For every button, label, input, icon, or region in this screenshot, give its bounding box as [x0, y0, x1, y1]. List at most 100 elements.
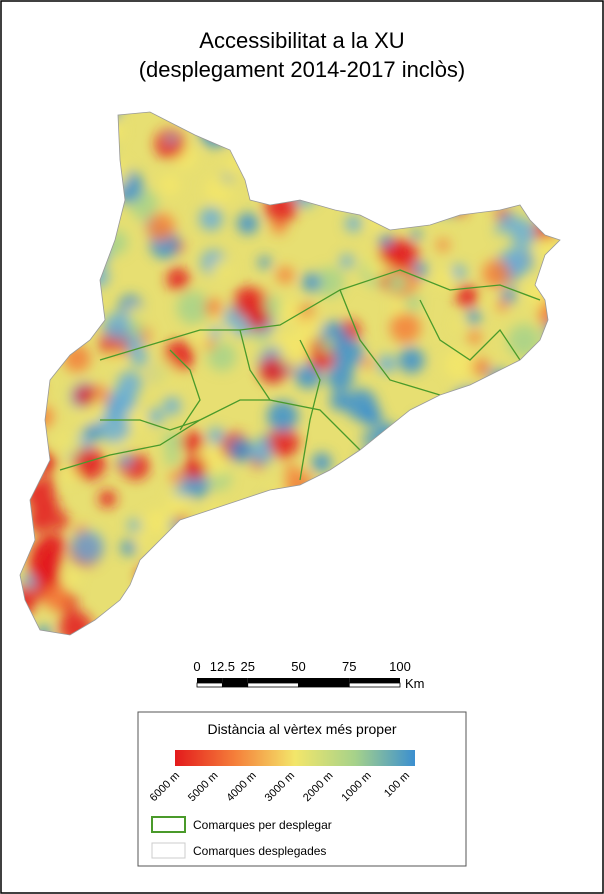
title-line-1: Accessibilitat a la XU — [199, 28, 404, 53]
heat-blob — [314, 267, 345, 298]
heat-blob — [433, 112, 451, 126]
heat-blob — [482, 456, 503, 477]
legend-label: Comarques desplegades — [193, 844, 326, 858]
heat-blob — [504, 540, 532, 568]
heat-blob — [26, 166, 48, 188]
legend-swatch-deployed — [151, 842, 186, 859]
heat-blob — [207, 342, 237, 371]
heat-blob — [164, 451, 180, 466]
heat-blob — [495, 299, 508, 312]
heat-blob — [298, 120, 310, 133]
heat-blob — [398, 596, 417, 614]
heat-blob — [20, 434, 42, 460]
heat-blob — [293, 565, 322, 594]
heat-blob — [150, 359, 177, 386]
scale-segment — [298, 678, 350, 683]
heat-blob — [520, 517, 539, 536]
heat-blob — [414, 192, 428, 206]
heat-blob — [62, 466, 79, 483]
heat-blob — [398, 347, 425, 374]
heat-blob — [267, 400, 299, 432]
heat-blob — [397, 112, 420, 133]
heat-blob — [228, 437, 253, 463]
legend-title: Distància al vèrtex més proper — [207, 721, 396, 737]
heat-blob — [529, 449, 547, 467]
heat-blob — [30, 321, 45, 336]
heat-blob — [322, 561, 354, 593]
heat-blob — [533, 483, 560, 512]
heat-blob — [391, 299, 406, 315]
heat-blob — [508, 457, 533, 482]
heat-blob — [387, 272, 408, 293]
heat-blob — [420, 171, 437, 188]
heat-blob — [169, 520, 182, 532]
scale-segment — [221, 682, 249, 688]
heat-blob — [144, 509, 171, 535]
heat-blob — [365, 491, 388, 514]
scale-segment — [348, 682, 401, 688]
heat-blob — [435, 507, 453, 525]
heat-blob — [396, 483, 415, 502]
heat-blob — [456, 483, 480, 506]
scale-bar: 0 12.5 25 50 75 100 Km — [193, 659, 424, 691]
heat-blob — [166, 267, 190, 291]
heat-blob — [515, 427, 527, 438]
heat-blob — [435, 268, 456, 288]
heat-blob — [20, 263, 40, 285]
heat-blob — [210, 582, 236, 608]
heat-blob — [465, 436, 491, 463]
heat-blob — [237, 556, 254, 573]
heat-blob — [374, 449, 406, 481]
scale-segment — [196, 682, 223, 688]
heat-blob — [417, 112, 435, 130]
heat-blob — [538, 197, 560, 221]
heat-blob — [74, 385, 96, 407]
heat-blob — [211, 259, 231, 279]
heat-blob — [551, 183, 560, 211]
heat-blob — [20, 390, 43, 413]
heat-blob — [78, 118, 109, 149]
heat-blob — [305, 112, 317, 117]
heat-blob — [444, 456, 474, 486]
heat-blob — [390, 312, 421, 344]
heat-blob — [228, 601, 252, 625]
heat-blob — [441, 512, 458, 528]
heat-blob — [278, 299, 301, 322]
heat-blob — [188, 616, 203, 630]
heat-blob — [62, 112, 93, 124]
heat-blob — [371, 141, 389, 159]
heat-blob — [293, 536, 312, 555]
heat-blob — [286, 159, 302, 175]
heat-blob — [482, 259, 511, 288]
heat-blob — [207, 427, 225, 445]
heat-blob — [161, 549, 194, 582]
heat-blob — [442, 171, 464, 193]
heat-blob — [332, 524, 353, 545]
heat-blob — [53, 171, 71, 189]
heat-blob — [421, 424, 448, 451]
heat-blob — [61, 195, 79, 213]
heat-blob — [453, 319, 464, 330]
heat-blob — [248, 113, 262, 127]
heat-blob — [163, 608, 174, 619]
heat-blob — [508, 133, 541, 166]
heat-blob — [484, 530, 508, 554]
heat-blob — [474, 451, 497, 475]
heat-blob — [420, 584, 453, 616]
scale-tick-label: 0 — [193, 659, 200, 674]
heat-blob — [344, 215, 362, 233]
heat-blob — [444, 520, 463, 539]
heat-blob — [233, 571, 245, 583]
heat-blob — [314, 145, 329, 161]
heat-blob — [524, 385, 537, 399]
heat-blob — [525, 280, 552, 307]
heat-blob — [491, 499, 522, 530]
heat-blob — [517, 112, 531, 121]
heat-blob — [450, 431, 467, 448]
heat-blob — [20, 332, 44, 366]
heat-blob — [551, 276, 560, 288]
heat-blob — [215, 539, 227, 551]
heat-blob — [31, 561, 51, 581]
scale-tick-label: 25 — [241, 659, 255, 674]
